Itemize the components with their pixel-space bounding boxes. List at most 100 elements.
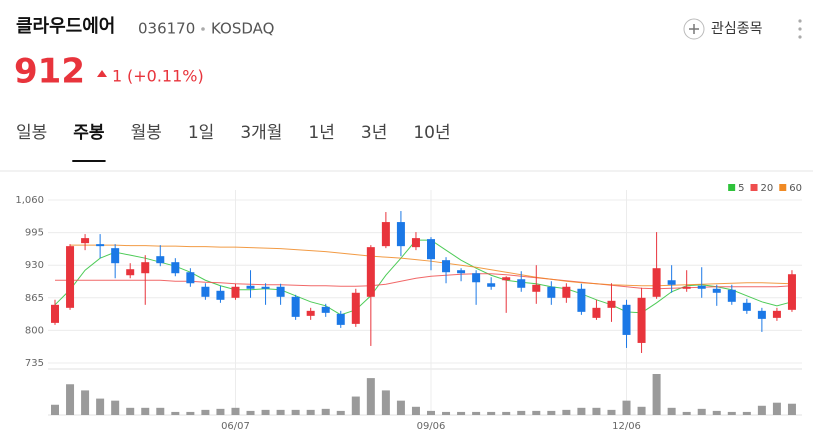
volume-bar	[757, 405, 766, 415]
y-tick-label: 800	[25, 325, 44, 336]
candle-body	[96, 244, 105, 247]
volume-bar	[381, 390, 390, 415]
volume-bar	[532, 410, 541, 415]
candle-body	[396, 222, 405, 247]
volume-bar	[81, 390, 90, 415]
y-tick-label: 735	[25, 358, 44, 369]
volume-bar	[712, 410, 721, 415]
volume-bar	[126, 407, 135, 415]
candle-body	[261, 286, 270, 289]
stock-name: 클라우드에어	[16, 16, 115, 37]
x-tick-label: 09/06	[417, 421, 446, 432]
legend-swatch	[750, 184, 758, 191]
candle-body	[442, 260, 451, 273]
change-rate: (+0.11%)	[127, 67, 204, 86]
volume-bar	[577, 407, 586, 415]
tab[interactable]: 10년	[413, 123, 450, 143]
legend-swatch	[779, 184, 787, 191]
volume-bar	[171, 411, 180, 415]
volume-bar	[547, 410, 556, 415]
volume-bar	[351, 396, 360, 415]
dot	[798, 19, 802, 23]
legend-swatch	[728, 184, 736, 191]
change: 1	[112, 67, 122, 86]
tabs: 일봉 주봉 월봉 1일 3개월 1년 3년 10년	[16, 123, 451, 162]
watch-label: 관심종목	[711, 21, 763, 37]
candle-body	[532, 284, 541, 292]
dot	[798, 27, 802, 31]
candle-body	[306, 310, 315, 316]
volume-bar	[231, 407, 240, 415]
candle-body	[652, 268, 661, 297]
candle-body	[592, 307, 601, 318]
volume-bar	[216, 408, 225, 415]
volume-bar	[201, 409, 210, 415]
candle-body	[246, 285, 255, 289]
volume-bar	[411, 406, 420, 415]
candle-body	[502, 277, 511, 281]
volume-bar	[562, 409, 571, 415]
volume-bar	[457, 411, 466, 415]
volume-bar	[502, 411, 511, 415]
y-tick-label: 1,060	[15, 195, 44, 206]
candle-body	[727, 289, 736, 302]
candle-body	[351, 292, 360, 324]
tab[interactable]: 일봉	[16, 123, 47, 143]
candle-body	[321, 306, 330, 313]
candle-body	[772, 310, 781, 318]
candle-body	[787, 274, 796, 310]
volume-bar	[321, 408, 330, 415]
volume-bar	[261, 409, 270, 415]
candle-body	[381, 222, 390, 247]
x-tick-label: 12/06	[612, 421, 641, 432]
legend-label: 60	[789, 183, 802, 194]
volume-bar	[787, 403, 796, 415]
volume-bar	[427, 410, 435, 415]
volume-bar	[667, 407, 676, 415]
plus-icon	[683, 18, 705, 40]
volume-bar	[442, 411, 451, 415]
candle-body	[742, 302, 751, 311]
more-button[interactable]	[798, 19, 802, 39]
stock-code: 036170	[138, 20, 195, 38]
volume-bar	[336, 410, 345, 415]
candle-body	[411, 238, 420, 248]
tab[interactable]: 3년	[361, 123, 387, 143]
ma-line	[55, 273, 792, 290]
y-tick-label: 995	[25, 228, 44, 239]
candle-body	[667, 280, 676, 285]
market: KOSDAQ	[211, 20, 274, 38]
tab[interactable]: 월봉	[131, 123, 162, 143]
volume-bar	[306, 409, 315, 415]
volume-bar	[51, 404, 59, 415]
volume-bar	[742, 411, 751, 415]
volume-bar	[276, 409, 285, 415]
tab[interactable]: 1년	[308, 123, 334, 143]
tab[interactable]: 주봉	[73, 123, 105, 143]
candle-body	[712, 288, 721, 293]
legend-label: 5	[738, 183, 744, 194]
candle-body	[366, 247, 375, 297]
volume-bar	[186, 411, 195, 415]
candle-body	[81, 238, 90, 244]
volume-bar	[652, 374, 661, 415]
volume-bar	[697, 408, 706, 415]
volume-bar	[592, 407, 601, 415]
tab[interactable]: 1일	[188, 123, 214, 143]
candle-body	[171, 262, 180, 274]
volume-bar	[246, 410, 255, 415]
y-tick-label: 865	[25, 293, 44, 304]
candle-body	[697, 285, 706, 289]
tab[interactable]: 3개월	[240, 123, 282, 143]
volume-bar	[682, 411, 691, 415]
candle-body	[216, 290, 225, 300]
candle-body	[427, 239, 435, 260]
candle-body	[637, 297, 646, 343]
volume-bar	[727, 411, 736, 415]
candle-body	[517, 279, 526, 288]
candle-body	[577, 288, 586, 312]
watch-button[interactable]: 관심종목	[683, 18, 763, 40]
volume-bar	[517, 410, 526, 415]
candle-body	[111, 248, 120, 264]
volume-bar	[396, 400, 405, 415]
